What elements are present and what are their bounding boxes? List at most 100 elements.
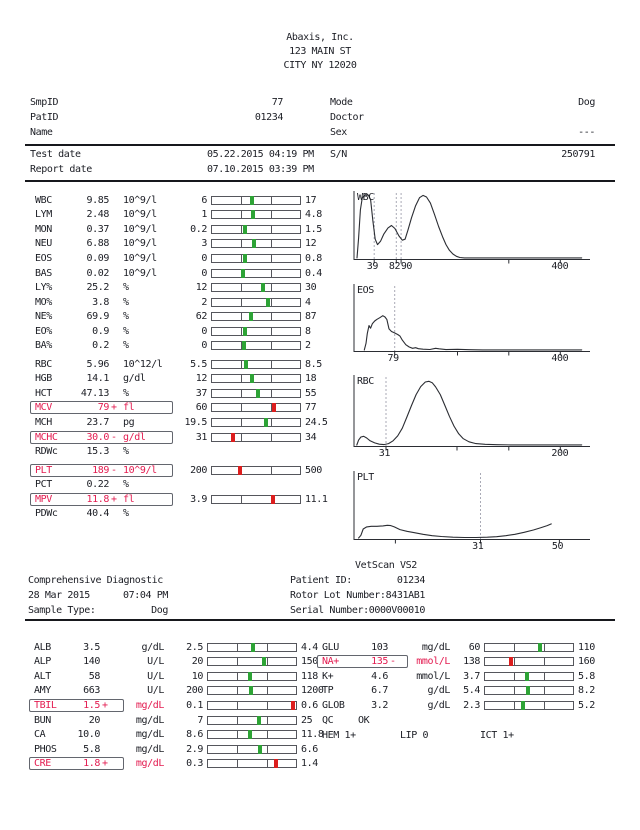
serial-number-value: 250791: [561, 149, 595, 160]
param-row-ca: CA 10.0 mg/dL 8.6 11.8: [0, 727, 640, 742]
param-value: 135: [371, 656, 388, 668]
cbc-wbc-group: WBC 9.85 10^9/l 6 17 LYM 2.48 10^9/l 1 4.8 MON 0.37…: [0, 193, 640, 353]
bar-divider: [266, 643, 268, 651]
range-min: 5.5: [190, 358, 207, 370]
range-bar: [211, 432, 301, 442]
axis-tick-label: 90: [400, 261, 413, 272]
param-label: BAS: [35, 267, 52, 279]
sample-type-label: Sample Type:: [28, 605, 96, 616]
bar-divider: [270, 389, 272, 397]
bar-divider: [270, 375, 272, 383]
range-min: 62: [195, 311, 208, 323]
param-label: NA+: [322, 656, 339, 668]
param-fields: TP 6.7: [317, 684, 408, 697]
param-row-eos: EOS 0.09 10^9/l 0 0.8: [0, 251, 640, 266]
param-label: NE%: [35, 311, 52, 323]
param-unit: U/L: [147, 685, 164, 697]
param-label: EOS: [35, 252, 52, 264]
value-marker: [250, 642, 255, 652]
range-max: 1200: [301, 685, 324, 697]
bar-divider: [270, 196, 272, 204]
param-label: MO%: [35, 296, 52, 308]
param-fields: PHOS 5.8: [29, 743, 124, 756]
axis-tick-label: 79: [387, 353, 399, 364]
param-label: GLU: [322, 641, 339, 653]
range-min: 3: [201, 238, 207, 250]
bar-divider: [266, 672, 268, 680]
param-row-tbil: TBIL 1.5 + mg/dL 0.1 0.6: [0, 698, 640, 713]
bar-divider: [237, 672, 239, 680]
bar-divider: [241, 284, 243, 292]
param-value: 103: [371, 641, 388, 653]
param-value: 3.5: [83, 641, 100, 653]
range-bar: [211, 268, 301, 278]
param-label: TP: [322, 685, 334, 697]
bar-divider: [241, 225, 243, 233]
param-value: 6.7: [371, 685, 388, 697]
param-row-rbc: RBC 5.96 10^12/l 5.5 8.5: [0, 357, 640, 372]
cbc-rbc-group: RBC 5.96 10^12/l 5.5 8.5 HGB 14.1 g/dl 12 18 HCT 47…: [0, 357, 640, 459]
range-min: 0: [201, 252, 207, 264]
range-min: 2.3: [463, 699, 480, 711]
range-bar: [211, 359, 301, 369]
param-unit: pg: [123, 416, 135, 428]
qc-label: QC: [322, 715, 334, 726]
param-value: 0.37: [86, 223, 110, 235]
range-max: 1.5: [305, 223, 322, 235]
param-fields: K+ 4.6: [317, 670, 408, 683]
value-marker: [248, 686, 253, 696]
bar-divider: [543, 701, 545, 709]
bar-divider: [237, 745, 239, 753]
param-label: ALB: [34, 641, 51, 653]
value-marker: [243, 359, 248, 369]
bar-divider: [543, 672, 545, 680]
range-min: 60: [195, 402, 208, 414]
param-fields: PCT 0.22%: [30, 478, 173, 491]
param-row-neu: NEU 6.88 10^9/l 3 12: [0, 237, 640, 252]
range-max: 0.4: [305, 267, 322, 279]
param-value: 1.8: [83, 758, 100, 770]
histogram-title: RBC: [357, 376, 374, 387]
param-label: WBC: [35, 194, 52, 206]
range-bar: [211, 465, 301, 475]
bar-divider: [241, 196, 243, 204]
value-marker: [242, 253, 247, 263]
range-max: 11.1: [305, 493, 328, 505]
param-value: 1.5: [83, 699, 100, 711]
param-label: CRE: [34, 758, 51, 770]
range-bar: [211, 403, 301, 413]
range-min: 2: [201, 296, 207, 308]
sex-value: ---: [578, 127, 595, 138]
bar-divider: [241, 375, 243, 383]
param-unit: %: [123, 282, 129, 294]
range-min: 3.9: [190, 493, 207, 505]
value-marker: [255, 388, 260, 398]
value-marker: [508, 657, 513, 667]
bar-divider: [270, 225, 272, 233]
chem-right-column: GLU 103 mg/dL 60 110 NA+ 135- mmol/L 138 160 K+ 4.6…: [317, 640, 640, 713]
range-min: 20: [191, 656, 204, 668]
value-marker: [260, 283, 265, 293]
param-label: LY%: [35, 282, 52, 294]
histogram-plt: PLT 31 50: [352, 470, 594, 552]
bar-divider: [241, 495, 243, 503]
param-fields: HCT 47.13%: [30, 387, 173, 400]
bar-divider: [241, 342, 243, 350]
test-date-value: 05.22.2015 04:19 PM: [207, 149, 314, 160]
patid-value: 01234: [254, 112, 284, 123]
bar-divider: [266, 760, 268, 768]
range-min: 5.4: [463, 685, 480, 697]
histogram-plot: [353, 471, 590, 544]
cbc-plt-group: PLT 189-10^9/l 200 500 PCT 0.22% MPV 11.8 + fl 3.9…: [0, 463, 640, 521]
bar-divider: [270, 211, 272, 219]
histogram-plot: [353, 375, 590, 451]
analyzer-serial-label: Serial Number:: [290, 605, 369, 616]
range-max: 4.8: [305, 209, 322, 221]
range-min: 60: [468, 641, 481, 653]
range-max: 12: [305, 238, 317, 250]
param-unit: 10^12/l: [123, 358, 163, 370]
param-unit: %: [123, 446, 129, 458]
smpid-value: 77: [271, 97, 284, 108]
range-min: 200: [186, 685, 203, 697]
param-flag: -: [111, 431, 117, 443]
